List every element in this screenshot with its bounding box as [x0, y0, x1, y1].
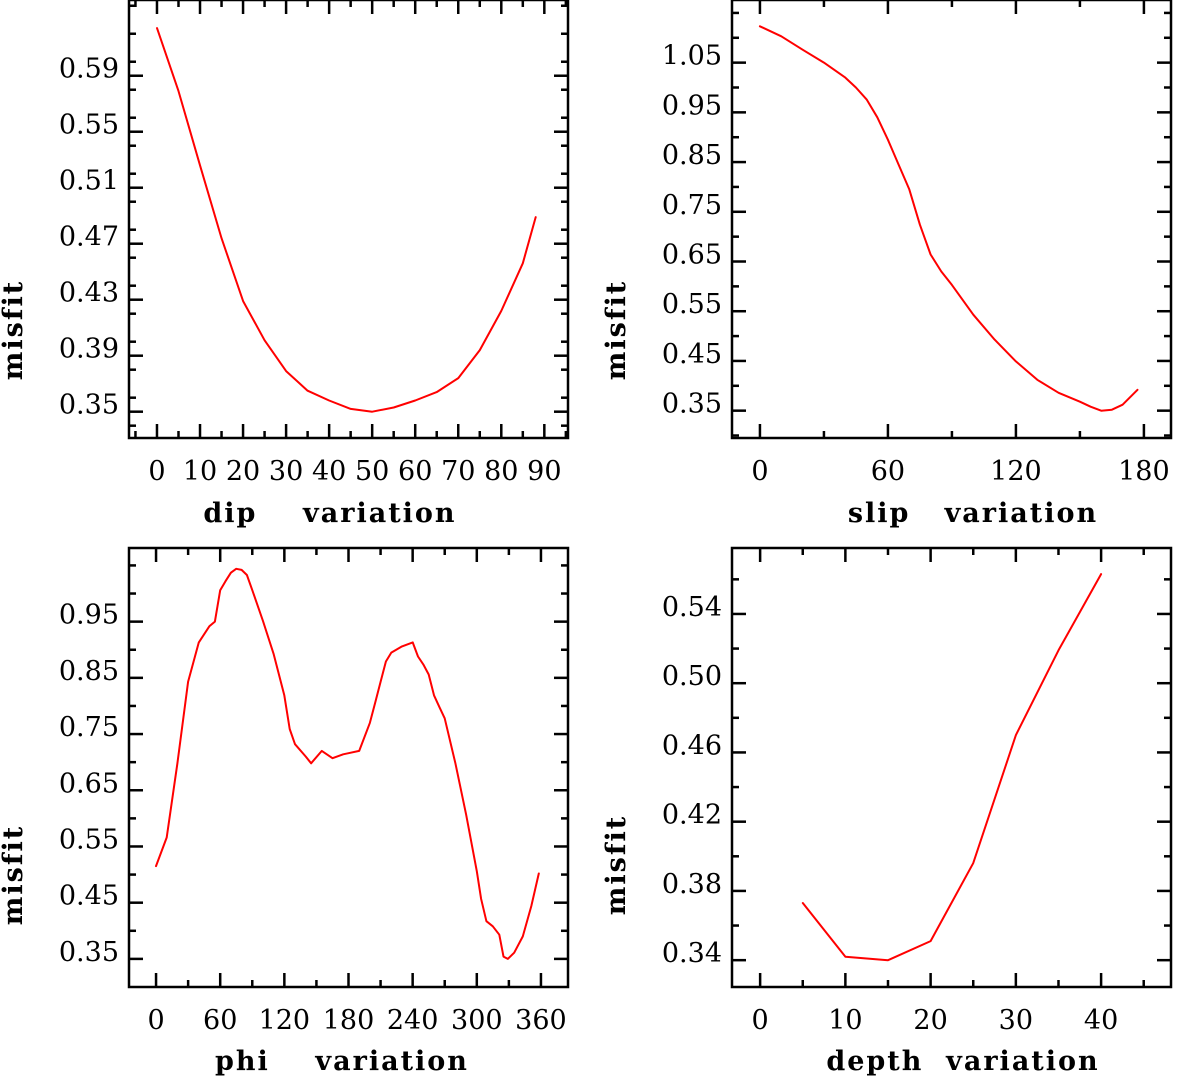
x-axis-label: depth variation [826, 1046, 1099, 1076]
y-tick-label: 0.59 [59, 54, 119, 85]
plot-frame [127, 546, 570, 989]
y-tick-label: 0.85 [662, 140, 722, 171]
y-tick-label: 1.05 [662, 41, 722, 72]
x-tick-label: 0 [752, 1005, 769, 1036]
x-tick-label: 120 [259, 1005, 311, 1036]
x-tick-label: 10 [828, 1005, 862, 1036]
x-tick-label: 240 [387, 1005, 439, 1036]
y-tick-label: 0.38 [662, 869, 722, 900]
y-tick-label: 0.75 [662, 190, 722, 221]
x-tick-label: 80 [484, 456, 518, 487]
y-tick-label: 0.39 [59, 334, 119, 365]
y-tick-label: 0.95 [59, 600, 119, 631]
x-tick-label: 70 [441, 456, 475, 487]
plot-frame [730, 546, 1173, 989]
y-tick-label: 0.42 [662, 800, 722, 831]
x-tick-label: 30 [269, 456, 303, 487]
x-tick-label: 60 [398, 456, 432, 487]
y-axis-label: misfit [601, 815, 632, 915]
y-tick-label: 0.55 [662, 289, 722, 320]
x-tick-label: 0 [148, 456, 165, 487]
y-tick-label: 0.35 [662, 389, 722, 420]
y-tick-label: 0.54 [662, 592, 722, 623]
misfit-line [758, 25, 1139, 412]
x-axis-label: slip variation [848, 498, 1098, 529]
panel-depth: 0 10 20 30 40 0.34 0.38 0.42 0.46 0.50 0.54 depth v… [601, 546, 1173, 1076]
x-tick-label: 360 [515, 1005, 567, 1036]
y-tick-label: 0.35 [59, 390, 119, 421]
y-tick-label: 0.45 [59, 881, 119, 912]
y-axis-label: misfit [601, 280, 632, 380]
x-tick-label: 50 [355, 456, 389, 487]
y-tick-label: 0.95 [662, 90, 722, 121]
x-axis-label: dip variation [203, 498, 456, 529]
panel-slip: 0 60 120 180 0.35 0.45 0.55 0.65 0.75 0.85 0.95 1.0… [601, 0, 1173, 529]
x-tick-label: 0 [147, 1005, 164, 1036]
misfit-line [156, 27, 537, 413]
plot-frame [127, 0, 570, 440]
panel-phi: 0 60 120 180 240 300 360 0.35 0.45 0.55 0.65 0.75 0.… [0, 546, 570, 1076]
y-tick-label: 0.55 [59, 110, 119, 141]
y-tick-label: 0.50 [662, 661, 722, 692]
x-tick-label: 10 [183, 456, 217, 487]
x-tick-label: 120 [990, 456, 1042, 487]
x-tick-label: 20 [913, 1005, 947, 1036]
y-tick-label: 0.75 [59, 712, 119, 743]
x-tick-label: 180 [1118, 456, 1170, 487]
x-tick-label: 20 [226, 456, 260, 487]
x-tick-label: 180 [323, 1005, 375, 1036]
y-tick-label: 0.85 [59, 656, 119, 687]
y-tick-label: 0.35 [59, 937, 119, 968]
y-tick-label: 0.55 [59, 824, 119, 855]
x-axis-label: phi variation [215, 1046, 469, 1076]
y-tick-label: 0.47 [59, 222, 119, 253]
x-tick-label: 60 [871, 456, 905, 487]
y-tick-label: 0.65 [662, 240, 722, 271]
y-tick-label: 0.43 [59, 278, 119, 309]
plot-frame [730, 0, 1173, 440]
x-tick-label: 30 [999, 1005, 1033, 1036]
y-tick-label: 0.34 [662, 938, 722, 969]
y-axis-label: misfit [0, 280, 29, 380]
y-tick-label: 0.45 [662, 339, 722, 370]
x-tick-label: 40 [1084, 1005, 1118, 1036]
x-tick-label: 0 [751, 456, 768, 487]
x-tick-label: 90 [527, 456, 561, 487]
panel-dip: 0 10 20 30 40 50 60 70 80 90 0.35 0.39 0.43 0.47 0.51 0… [0, 0, 570, 529]
misfit-line [801, 573, 1103, 962]
misfit-line [155, 567, 540, 960]
x-tick-label: 40 [312, 456, 346, 487]
y-axis-label: misfit [0, 825, 29, 925]
y-tick-label: 0.51 [59, 166, 119, 197]
y-tick-label: 0.65 [59, 768, 119, 799]
x-tick-label: 60 [203, 1005, 237, 1036]
y-tick-label: 0.46 [662, 730, 722, 761]
x-tick-label: 300 [451, 1005, 503, 1036]
